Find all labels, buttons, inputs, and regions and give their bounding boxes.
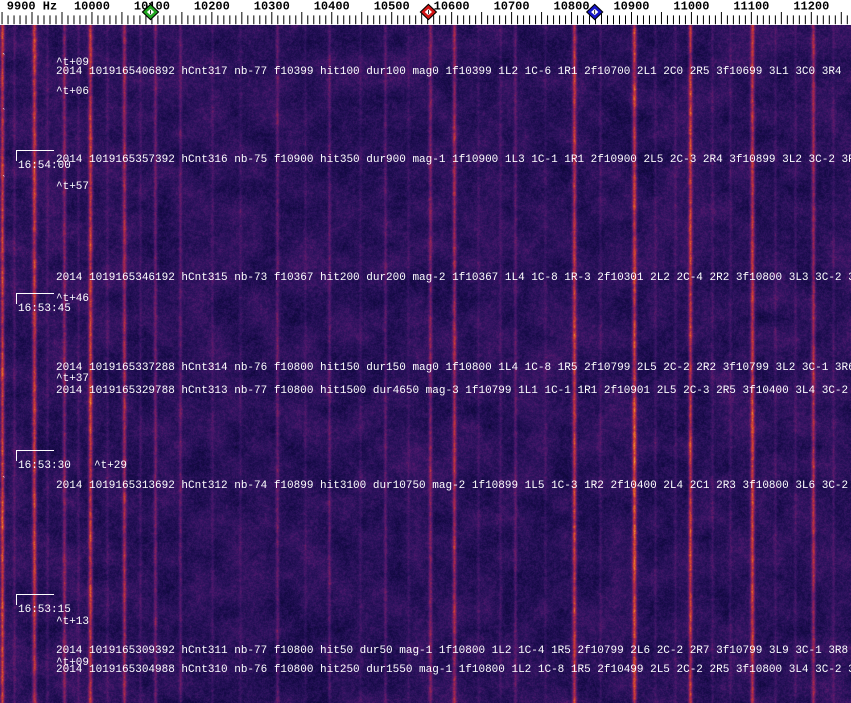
svg-text:10000: 10000 xyxy=(74,0,110,14)
svg-text:10400: 10400 xyxy=(314,0,350,14)
svg-text:11000: 11000 xyxy=(673,0,709,14)
svg-text:10200: 10200 xyxy=(194,0,230,14)
svg-text:10800: 10800 xyxy=(554,0,590,14)
svg-text:9900 Hz: 9900 Hz xyxy=(7,0,57,14)
svg-text:10900: 10900 xyxy=(613,0,649,14)
svg-text:11100: 11100 xyxy=(733,0,769,14)
svg-text:10700: 10700 xyxy=(494,0,530,14)
svg-text:11200: 11200 xyxy=(793,0,829,14)
svg-text:10300: 10300 xyxy=(254,0,290,14)
svg-text:10600: 10600 xyxy=(434,0,470,14)
svg-text:10500: 10500 xyxy=(374,0,410,14)
